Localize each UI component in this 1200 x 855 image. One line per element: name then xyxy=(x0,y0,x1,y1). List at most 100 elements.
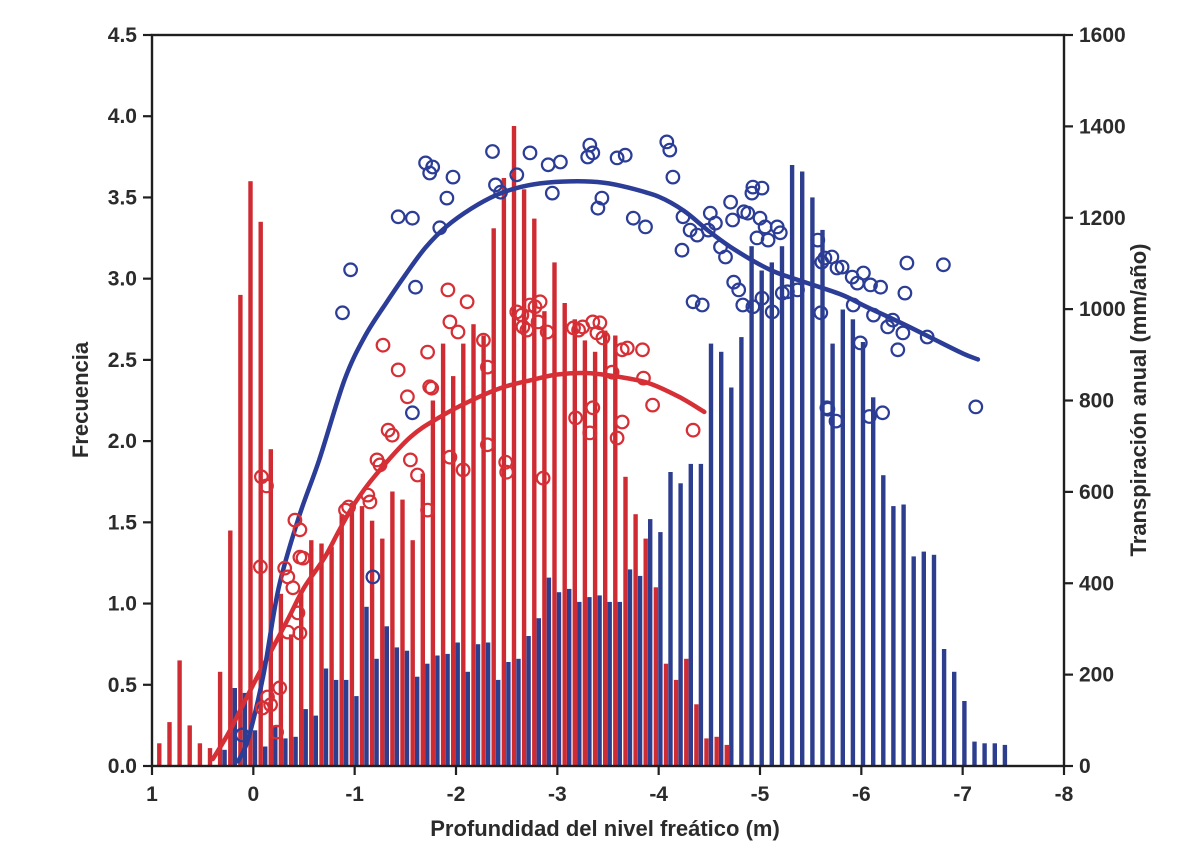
red-scatter-point xyxy=(440,282,456,298)
blue-scatter-point xyxy=(726,274,742,290)
red-histogram-bar xyxy=(400,499,405,766)
red-histogram-bar xyxy=(217,671,223,766)
blue-histogram-bar xyxy=(1002,744,1008,766)
red-scatter-point xyxy=(290,605,306,621)
red-scatter-point xyxy=(619,340,635,356)
red-histogram-bar xyxy=(207,748,213,766)
blue-histogram-bar xyxy=(688,463,693,766)
blue-histogram-bar xyxy=(708,343,714,766)
blue-scatter-point xyxy=(885,312,901,328)
blue-histogram-bar xyxy=(455,642,460,766)
red-histogram xyxy=(157,126,729,767)
red-scatter-point xyxy=(362,494,378,510)
y-right-tick-label: 1600 xyxy=(1079,24,1126,47)
red-histogram-bar xyxy=(704,738,709,766)
blue-scatter-point xyxy=(740,205,756,221)
blue-histogram-bar xyxy=(860,342,866,766)
blue-histogram-bar xyxy=(739,337,744,766)
red-histogram-bar xyxy=(299,590,304,766)
blue-histogram-bar xyxy=(719,351,724,766)
red-scatter-point xyxy=(515,319,531,335)
red-histogram-bar xyxy=(542,311,547,766)
blue-histogram-bar xyxy=(597,595,602,766)
blue-histogram-bar xyxy=(769,262,774,766)
blue-scatter-point xyxy=(665,169,681,185)
blue-scatter-point xyxy=(723,194,738,210)
blue-histogram-bar xyxy=(830,343,835,766)
y-right-tick-label: 1400 xyxy=(1079,115,1126,138)
red-histogram-bar xyxy=(309,540,314,766)
y-right-tick-label: 1200 xyxy=(1079,207,1126,230)
red-histogram-bar xyxy=(451,376,456,766)
blue-scatter-point xyxy=(764,304,780,320)
blue-scatter-point xyxy=(335,305,350,321)
blue-scatter-point xyxy=(544,185,560,201)
red-scatter-point xyxy=(585,400,601,416)
red-histogram-bar xyxy=(491,228,496,767)
red-histogram-bar xyxy=(643,538,648,766)
blue-histogram-bar xyxy=(648,519,653,766)
blue-histogram-bar xyxy=(881,475,886,766)
red-histogram-bar xyxy=(248,181,253,766)
y-left-tick-label: 2.5 xyxy=(108,349,138,372)
red-scatter-point xyxy=(499,464,515,480)
blue-histogram-bar xyxy=(921,551,926,766)
red-histogram-bar xyxy=(268,449,273,766)
red-histogram-bar xyxy=(613,335,618,766)
blue-scatter-point xyxy=(405,210,420,226)
red-histogram-bar xyxy=(521,189,527,767)
blue-scatter-point xyxy=(662,142,678,158)
blue-scatter xyxy=(234,134,984,743)
blue-histogram-bar xyxy=(344,679,349,766)
red-histogram-bar xyxy=(177,660,182,766)
red-histogram-bar xyxy=(390,491,395,766)
red-scatter-point xyxy=(582,425,598,441)
blue-scatter-point xyxy=(694,297,710,313)
red-histogram-bar xyxy=(420,473,425,766)
blue-histogram-bar xyxy=(364,606,369,766)
x-axis-tick-label: 1 xyxy=(146,783,158,806)
fit-curve-layer xyxy=(210,178,981,764)
blue-scatter-point xyxy=(540,157,556,173)
y-right-tick-label: 800 xyxy=(1079,390,1114,413)
red-scatter-point xyxy=(263,697,279,713)
blue-scatter-point xyxy=(754,180,770,196)
x-axis-tick-label: -8 xyxy=(1055,783,1074,806)
red-histogram-bar xyxy=(461,343,466,766)
y-right-tick-label: 1000 xyxy=(1079,298,1126,321)
blue-scatter-point xyxy=(625,210,641,226)
blue-histogram-bar xyxy=(962,701,967,766)
blue-fit-curve xyxy=(235,178,981,764)
blue-histogram-bar xyxy=(283,738,288,766)
red-histogram-bar xyxy=(359,506,365,766)
red-scatter-point xyxy=(285,580,301,596)
red-scatter-point xyxy=(442,449,458,465)
y-right-tick-label: 600 xyxy=(1079,481,1114,504)
red-histogram-bar xyxy=(339,514,344,766)
y-left-tick-label: 0.5 xyxy=(108,674,138,697)
blue-scatter-point xyxy=(820,401,836,417)
red-scatter-point xyxy=(480,437,495,453)
blue-scatter-point xyxy=(745,299,761,315)
blue-scatter-point xyxy=(234,727,250,743)
blue-histogram-bar xyxy=(901,504,906,766)
red-scatter-point xyxy=(341,499,357,515)
blue-histogram-bar xyxy=(627,569,633,766)
blue-histogram-bar xyxy=(354,696,359,766)
blue-histogram-bar xyxy=(252,730,258,766)
blue-histogram-bar xyxy=(789,165,795,766)
blue-scatter-point xyxy=(863,277,878,293)
blue-histogram-bar xyxy=(415,676,420,766)
blue-histogram-bar xyxy=(931,554,937,766)
red-histogram-bar xyxy=(238,294,243,766)
blue-histogram-bar xyxy=(435,655,440,766)
blue-histogram-bar xyxy=(800,171,805,766)
blue-scatter-point xyxy=(509,167,525,183)
x-axis-tick-label: -4 xyxy=(649,783,668,806)
red-scatter-point xyxy=(459,294,475,310)
red-histogram-bar xyxy=(532,218,537,767)
blue-scatter-point xyxy=(390,209,406,225)
blue-scatter-point xyxy=(866,307,881,323)
blue-histogram-bar xyxy=(384,626,389,766)
